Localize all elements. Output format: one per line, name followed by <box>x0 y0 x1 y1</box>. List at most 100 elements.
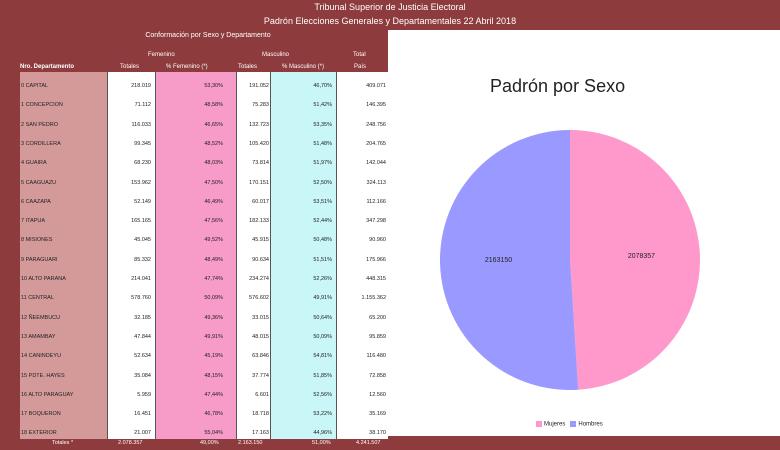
row-cell-pm: 52,50% <box>313 179 332 186</box>
row-cell-pm: 49,91% <box>313 295 332 302</box>
row-cell-tot: 38.170 <box>369 430 386 437</box>
row-cell-tm: 191.052 <box>249 83 269 89</box>
row-cell-pm: 46,70% <box>313 83 332 89</box>
row-cell-tm: 37.774 <box>252 372 269 379</box>
chart-legend: Mujeres Hombres <box>536 421 603 428</box>
row-department: 4 GUAIRA <box>21 160 47 167</box>
row-cell-pm: 52,26% <box>313 276 332 282</box>
row-cell-tf: 68.230 <box>134 160 151 167</box>
row-department: 17 BOQUERON <box>21 411 61 418</box>
row-cell-tf: 21.007 <box>134 430 151 437</box>
row-cell-pf: 55,04% <box>204 430 223 437</box>
divider <box>336 72 337 439</box>
row-department: 1 CONCEPCION <box>21 102 63 109</box>
pie-label-mujeres: 2078357 <box>628 253 655 260</box>
row-cell-tot: 1.155.362 <box>361 295 386 302</box>
row-cell-tot: 90.960 <box>369 237 386 244</box>
row-cell-pm: 51,48% <box>313 140 332 147</box>
row-department: 7 ITAPUA <box>21 218 46 225</box>
header-totales-fem: Totales <box>120 64 140 70</box>
row-department: 15 PDTE. HAYES <box>21 372 65 379</box>
row-cell-tf: 153.962 <box>131 179 151 186</box>
row-cell-pm: 51,51% <box>313 256 332 263</box>
row-cell-tm: 73.814 <box>252 160 269 167</box>
row-cell-tm: 576.602 <box>249 295 269 302</box>
row-cell-tot: 324.113 <box>366 179 386 186</box>
row-cell-pm: 52,56% <box>313 391 332 398</box>
row-cell-pf: 49,91% <box>204 333 223 340</box>
row-cell-tot: 72.858 <box>369 372 386 379</box>
row-cell-pm: 52,44% <box>313 218 332 225</box>
totals-pm: 51,00% <box>312 440 331 446</box>
divider <box>107 72 108 439</box>
divider <box>270 72 271 439</box>
row-cell-tm: 90.634 <box>252 256 269 263</box>
row-cell-tm: 132.723 <box>249 121 269 128</box>
header-femenino: Femenino <box>148 52 175 58</box>
row-cell-tf: 71.112 <box>134 102 151 109</box>
totales-femenino-column <box>108 72 156 439</box>
row-department: 12 ÑEEMBUCU <box>21 314 61 321</box>
row-department: 10 ALTO PARANA <box>21 276 66 282</box>
row-cell-tot: 116.480 <box>366 353 386 360</box>
row-cell-tf: 52.634 <box>134 353 151 360</box>
row-cell-pf: 46,65% <box>204 121 223 128</box>
row-department: 2 SAN PEDRO <box>21 121 58 128</box>
header-pct-fem: % Femenino (*) <box>166 64 208 70</box>
row-department: 9 PARAGUARI <box>21 256 58 263</box>
row-cell-pm: 53,51% <box>313 198 332 205</box>
row-department: 16 ALTO PARAGUAY <box>21 391 74 398</box>
row-cell-tm: 182.133 <box>249 218 269 225</box>
row-cell-pm: 44,96% <box>313 430 332 437</box>
row-cell-tf: 85.332 <box>134 256 151 263</box>
row-cell-tm: 105.420 <box>249 140 269 147</box>
row-cell-pf: 47,44% <box>204 391 223 398</box>
row-cell-pf: 46,49% <box>204 198 223 205</box>
row-cell-tot: 347.298 <box>366 218 386 225</box>
row-cell-pf: 47,50% <box>204 179 223 186</box>
row-cell-tm: 48.015 <box>252 333 269 340</box>
row-cell-tf: 214.041 <box>131 276 151 282</box>
row-cell-tot: 142.044 <box>366 160 386 167</box>
row-cell-tf: 47.844 <box>134 333 151 340</box>
row-department: 14 CANINDEYU <box>21 353 62 360</box>
row-cell-tm: 6.601 <box>255 391 269 398</box>
row-cell-tm: 45.915 <box>252 237 269 244</box>
row-cell-tot: 204.765 <box>366 140 386 147</box>
row-cell-pm: 50,64% <box>313 314 332 321</box>
total-pais-column <box>336 72 388 439</box>
row-cell-pf: 48,49% <box>204 256 223 263</box>
row-cell-tf: 52.149 <box>134 198 151 205</box>
report-header: Tribunal Superior de Justicia Electoral … <box>0 0 780 30</box>
row-cell-tot: 95.859 <box>369 333 386 340</box>
pie-slice-hombres <box>440 130 579 391</box>
totals-label: Totales * <box>52 440 74 446</box>
totals-tot: 4.241.507 <box>356 440 381 446</box>
row-cell-tot: 175.966 <box>366 256 386 263</box>
row-cell-tot: 12.560 <box>369 391 386 398</box>
row-cell-tm: 17.163 <box>252 430 269 437</box>
row-cell-tm: 75.283 <box>252 102 269 109</box>
row-department: 18 EXTERIOR <box>21 430 57 437</box>
row-cell-tf: 32.185 <box>134 314 151 321</box>
row-cell-tot: 112.166 <box>366 198 386 205</box>
row-cell-tf: 218.019 <box>131 83 151 89</box>
totals-pf: 49,00% <box>200 440 219 446</box>
row-cell-pm: 53,35% <box>313 121 332 128</box>
row-cell-tf: 16.451 <box>134 411 151 418</box>
pie-label-hombres: 2163150 <box>485 257 512 264</box>
row-department: 11 CENTRAL <box>21 295 54 302</box>
row-cell-pf: 47,56% <box>204 218 223 225</box>
header-totales-mas: Totales <box>238 64 258 70</box>
department-column <box>20 72 108 439</box>
row-department: 0 CAPITAL <box>21 83 49 89</box>
row-cell-tf: 45.045 <box>134 237 151 244</box>
row-cell-pf: 49,36% <box>204 314 223 321</box>
row-cell-pf: 47,74% <box>204 276 223 282</box>
header-nro-departamento: Nro. Departamento <box>20 64 75 70</box>
row-department: 5 CAAGUAZU <box>21 179 57 186</box>
row-cell-pm: 53,22% <box>313 411 332 418</box>
row-cell-tot: 248.756 <box>366 121 386 128</box>
row-cell-tf: 99.345 <box>134 140 151 147</box>
totals-tf: 2.078.357 <box>118 440 143 446</box>
